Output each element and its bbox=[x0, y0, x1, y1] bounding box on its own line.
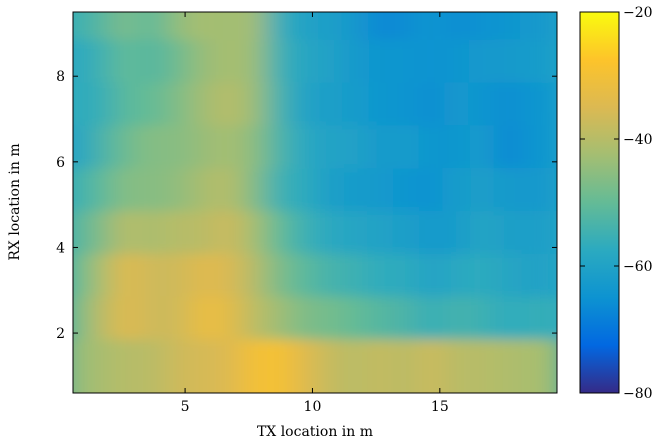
colorbar-ticks: −20 −40 −60 −80 bbox=[580, 5, 653, 402]
colorbar-tick-label: −60 bbox=[623, 259, 653, 275]
colorbar-tick-label: −20 bbox=[623, 5, 653, 21]
y-tick-label: 2 bbox=[56, 326, 65, 342]
x-axis-label: TX location in m bbox=[257, 424, 373, 440]
y-tick-label: 6 bbox=[56, 155, 65, 171]
plot-area bbox=[72, 11, 558, 394]
x-tick-label: 10 bbox=[304, 399, 322, 415]
y-tick-label: 4 bbox=[56, 240, 65, 256]
colorbar-frame bbox=[579, 11, 620, 394]
y-axis-ticks: 2 4 6 8 bbox=[56, 69, 557, 342]
x-tick-label: 5 bbox=[181, 399, 190, 415]
colorbar-tick-label: −80 bbox=[623, 386, 653, 402]
y-tick-label: 8 bbox=[56, 69, 65, 85]
x-axis-ticks: 5 10 15 bbox=[181, 12, 449, 415]
colorbar-gradient bbox=[580, 12, 619, 393]
heatmap-cells bbox=[73, 12, 557, 393]
y-axis-label: RX location in m bbox=[7, 143, 23, 260]
colorbar-tick-label: −40 bbox=[623, 132, 653, 148]
heatmap-cell bbox=[520, 339, 557, 393]
x-tick-label: 15 bbox=[431, 399, 449, 415]
colorbar: −20 −40 −60 −80 bbox=[579, 5, 653, 402]
plot-frame bbox=[72, 11, 558, 394]
